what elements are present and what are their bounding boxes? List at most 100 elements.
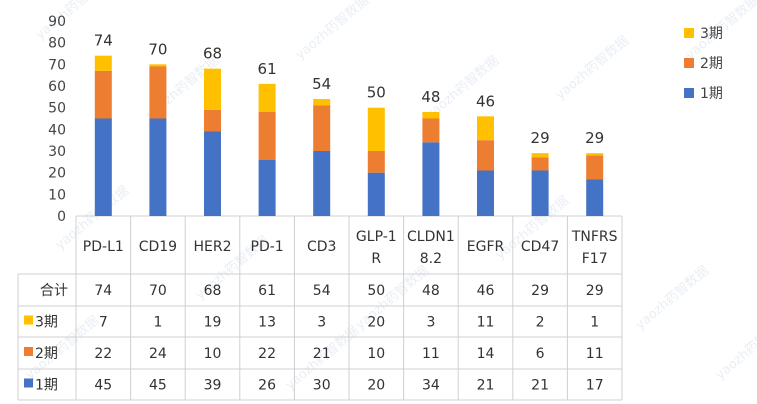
table-cell: 20 xyxy=(367,378,385,394)
total-label-CD19: 70 xyxy=(148,40,167,58)
watermark-text: yaozh药智数据 xyxy=(713,313,757,383)
bar-3期-TNFRSF17 xyxy=(586,153,604,156)
table-cell: 10 xyxy=(367,346,385,362)
bar-1期-PD-L1 xyxy=(94,118,112,216)
bar-3期-EGFR xyxy=(477,116,494,141)
category-label: TNFRS xyxy=(571,229,618,245)
table-cell: 46 xyxy=(477,283,495,299)
category-label: CLDN1 xyxy=(407,229,455,245)
total-label-CD47: 29 xyxy=(531,129,550,147)
y-tick-label: 40 xyxy=(48,122,66,138)
bar-2期-CLDN18.2 xyxy=(422,118,440,143)
table-cell: 21 xyxy=(531,378,549,394)
table-cell: 22 xyxy=(258,346,276,362)
table-cell: 24 xyxy=(149,346,167,362)
category-label: 8.2 xyxy=(420,251,442,267)
table-cell: 61 xyxy=(258,283,276,299)
watermark-text: yaozh药智数据 xyxy=(293,0,372,63)
bar-1期-CD3 xyxy=(313,151,331,216)
y-tick-label: 20 xyxy=(48,166,66,182)
legend-swatch-1期 xyxy=(684,88,694,98)
table-cell: 30 xyxy=(313,378,331,394)
bar-1期-CLDN18.2 xyxy=(422,142,440,216)
y-tick-label: 70 xyxy=(48,57,66,73)
table-cell: 22 xyxy=(94,346,112,362)
total-label-HER2: 68 xyxy=(203,45,222,63)
bar-2期-PD-L1 xyxy=(94,70,112,119)
table-cell: 11 xyxy=(477,315,495,331)
table-cell: 26 xyxy=(258,378,276,394)
bar-3期-GLP-1R xyxy=(367,107,385,151)
legend: 3期 2期 1期 xyxy=(684,26,723,102)
table-cell: 3 xyxy=(426,315,435,331)
table-cell: 19 xyxy=(204,315,222,331)
table-cell: 17 xyxy=(586,378,604,394)
table-cell: 68 xyxy=(204,283,222,299)
total-label-PD-1: 61 xyxy=(258,60,277,78)
bar-2期-CD19 xyxy=(149,66,167,119)
bar-3期-CD19 xyxy=(149,64,167,67)
row-label: 2期 xyxy=(35,346,58,362)
category-label: EGFR xyxy=(467,239,505,255)
total-label-CD3: 54 xyxy=(312,75,331,93)
bar-2期-GLP-1R xyxy=(367,151,385,173)
legend-swatch-2期 xyxy=(684,58,694,68)
category-label: R xyxy=(371,251,381,267)
category-label: CD47 xyxy=(521,239,559,255)
bar-3期-CD3 xyxy=(313,99,331,106)
bar-3期-PD-L1 xyxy=(94,55,112,71)
total-label-CLDN18.2: 48 xyxy=(421,88,440,106)
table-cell: 34 xyxy=(422,378,440,394)
category-label: CD3 xyxy=(307,239,336,255)
row-label: 合计 xyxy=(40,283,68,299)
table-cell: 13 xyxy=(258,315,276,331)
bar-3期-PD-1 xyxy=(258,83,276,112)
table-cell: 3 xyxy=(317,315,326,331)
table-cell: 1 xyxy=(590,315,599,331)
y-tick-label: 80 xyxy=(48,36,66,52)
table-cell: 29 xyxy=(586,283,604,299)
bar-2期-TNFRSF17 xyxy=(586,155,604,180)
bar-3期-HER2 xyxy=(204,68,221,110)
table-cell: 45 xyxy=(149,378,167,394)
bars: 74 70 68 61 54 50 48 46 29 29 xyxy=(94,32,604,216)
y-tick-label: 0 xyxy=(57,209,66,225)
bar-1期-HER2 xyxy=(204,131,221,216)
table-cell: 54 xyxy=(313,283,331,299)
total-label-TNFRSF17: 29 xyxy=(585,129,604,147)
table-cell: 48 xyxy=(422,283,440,299)
category-label: CD19 xyxy=(139,239,177,255)
bar-1期-PD-1 xyxy=(258,159,276,216)
bar-2期-PD-1 xyxy=(258,112,276,160)
legend-swatch-3期 xyxy=(684,28,694,38)
row-legend-key xyxy=(24,347,33,356)
bar-1期-TNFRSF17 xyxy=(586,179,604,216)
table-cell: 21 xyxy=(477,378,495,394)
category-label: PD-L1 xyxy=(83,239,124,255)
table-cell: 39 xyxy=(204,378,222,394)
legend-label-1期: 1期 xyxy=(700,86,723,102)
category-label: PD-1 xyxy=(251,239,284,255)
table-cell: 1 xyxy=(153,315,162,331)
row-legend-key xyxy=(24,378,33,388)
table-cell: 6 xyxy=(536,346,545,362)
category-label: F17 xyxy=(582,251,608,267)
y-tick-label: 60 xyxy=(48,79,66,95)
watermark-text: yaozh药智数据 xyxy=(633,263,712,333)
legend-label-3期: 3期 xyxy=(700,26,723,42)
total-label-EGFR: 46 xyxy=(476,92,495,110)
table-cell: 2 xyxy=(536,315,545,331)
bar-3期-CLDN18.2 xyxy=(422,112,440,119)
bar-1期-EGFR xyxy=(477,170,494,216)
table-cell: 21 xyxy=(313,346,331,362)
bar-2期-EGFR xyxy=(477,140,494,171)
row-label: 3期 xyxy=(35,315,58,331)
y-tick-label: 30 xyxy=(48,144,66,160)
total-label-GLP-1R: 50 xyxy=(367,84,386,102)
total-label-PD-L1: 74 xyxy=(94,32,113,50)
row-legend-key xyxy=(24,315,33,325)
table-cell: 29 xyxy=(531,283,549,299)
table-cell: 20 xyxy=(367,315,385,331)
bar-1期-GLP-1R xyxy=(367,172,385,216)
